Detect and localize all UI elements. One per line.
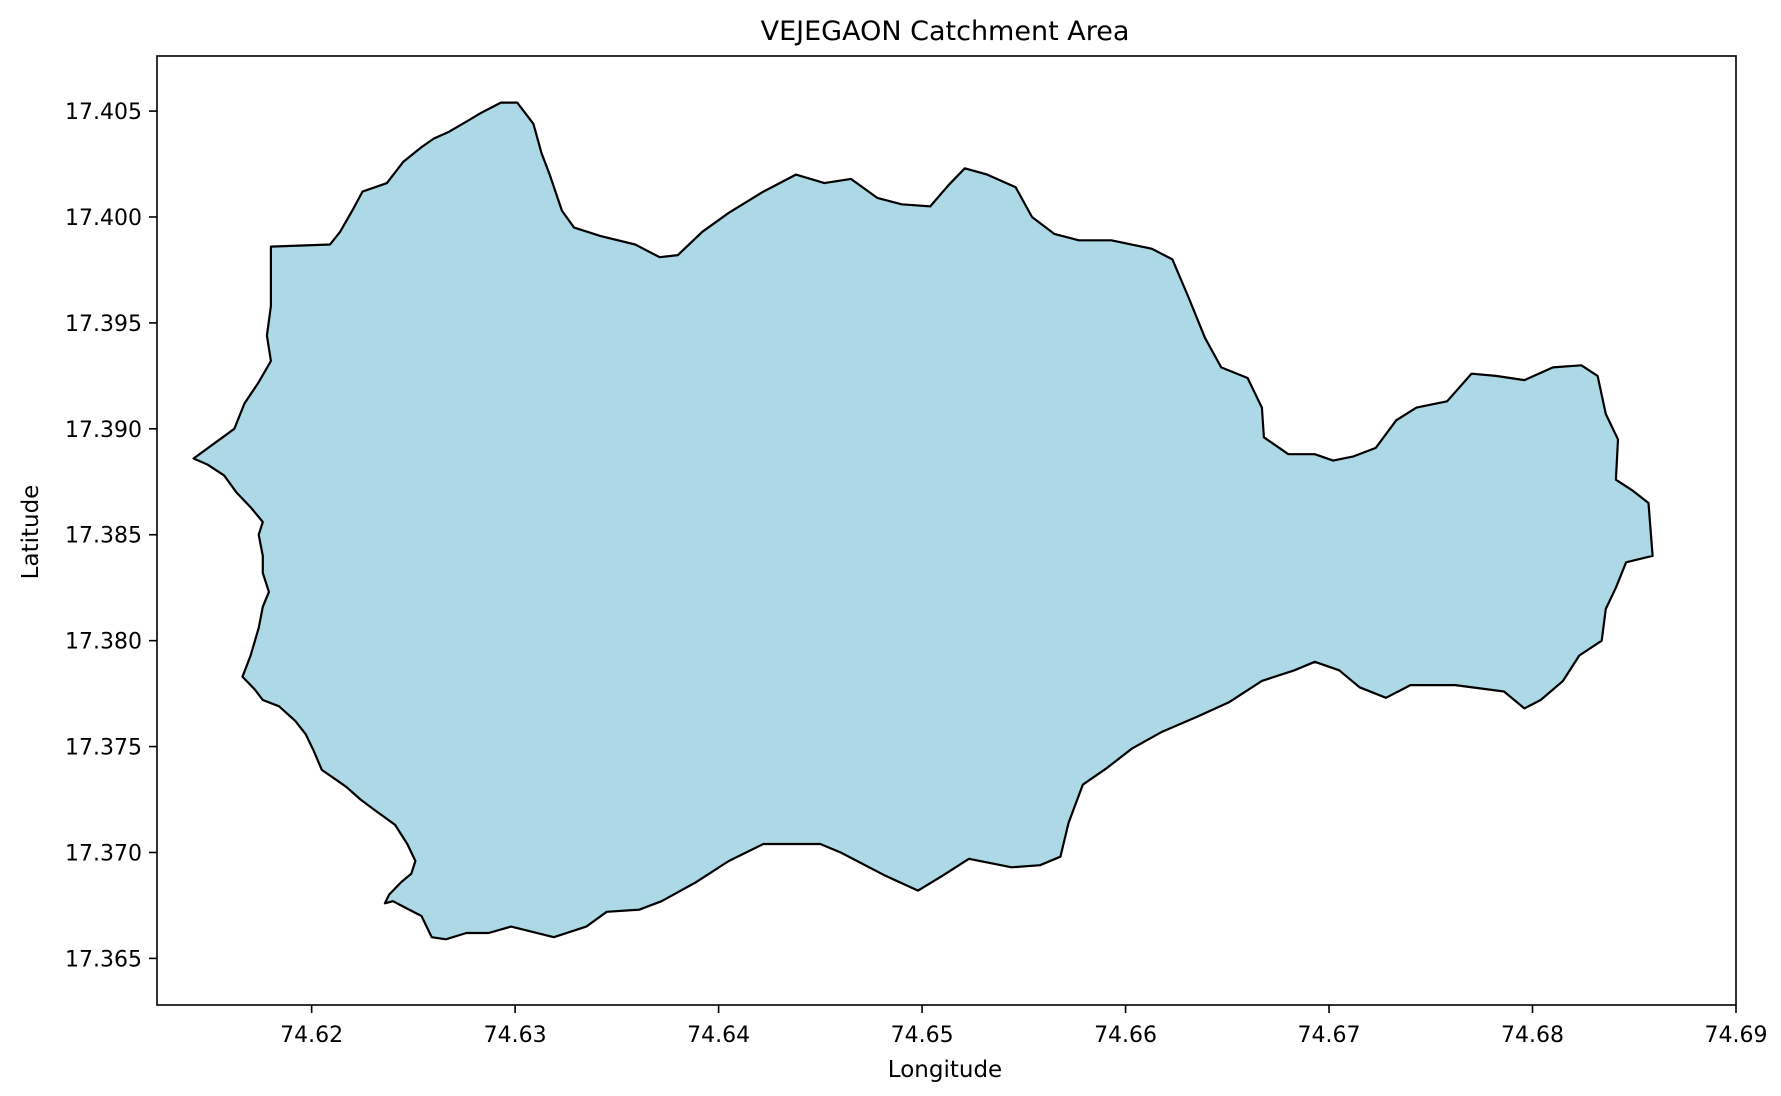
y-tick-label: 17.390 (65, 418, 142, 443)
chart-title: VEJEGAON Catchment Area (761, 16, 1130, 47)
plot-area (156, 55, 1737, 1006)
y-axis-ticks: 17.405 17.400 17.395 17.390 17.385 17.380 17.3… (65, 100, 157, 972)
y-tick-label: 17.405 (65, 100, 142, 125)
y-tick-label: 17.375 (65, 736, 142, 761)
x-tick-label: 74.65 (891, 1023, 954, 1048)
x-tick-label: 74.64 (687, 1023, 750, 1048)
y-tick-label: 17.370 (65, 841, 142, 866)
x-tick-label: 74.63 (484, 1023, 547, 1048)
x-tick-label: 74.69 (1705, 1023, 1768, 1048)
x-axis-ticks: 74.62 74.63 74.64 74.65 74.66 74.67 74.68 74.69 (280, 1005, 1767, 1048)
y-tick-label: 17.395 (65, 312, 142, 337)
catchment-layer (192, 101, 1654, 941)
x-axis-label: Longitude (888, 1057, 1002, 1083)
x-tick-label: 74.68 (1501, 1023, 1564, 1048)
catchment-polygon (192, 101, 1654, 941)
y-tick-label: 17.400 (65, 206, 142, 231)
y-tick-label: 17.385 (65, 524, 142, 549)
y-axis-label: Latitude (18, 485, 44, 580)
axes-frame (156, 55, 1737, 1006)
y-tick-label: 17.380 (65, 630, 142, 655)
y-tick-label: 17.365 (65, 947, 142, 972)
x-tick-label: 74.67 (1298, 1023, 1361, 1048)
x-tick-label: 74.62 (280, 1023, 343, 1048)
x-tick-label: 74.66 (1094, 1023, 1157, 1048)
